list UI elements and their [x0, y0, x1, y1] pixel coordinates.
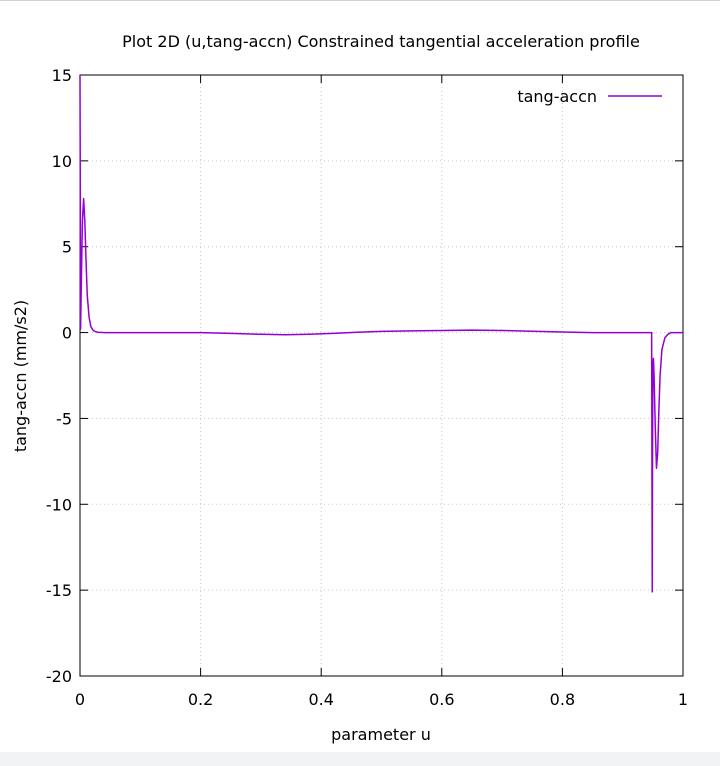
- x-tick-label: 0.6: [429, 690, 454, 709]
- x-tick-label: 0.4: [308, 690, 333, 709]
- series-group: [79, 74, 683, 593]
- x-tick-label: 1: [678, 690, 688, 709]
- plot-border: [79, 74, 684, 677]
- tick-labels: 0 0.2 0.4 0.6 0.8 1 -20 -15 -10 -5 0 5 10 15: [46, 66, 688, 709]
- chart-title: Plot 2D (u,tang-accn) Constrained tangen…: [122, 32, 640, 51]
- x-tick-label: 0: [75, 690, 85, 709]
- y-axis-label: tang-accn (mm/s2): [11, 300, 30, 452]
- y-tick-label: 5: [62, 238, 72, 257]
- legend-label: tang-accn: [517, 87, 597, 106]
- y-tick-label: 15: [52, 66, 72, 85]
- x-tick-label: 0.8: [550, 690, 575, 709]
- y-tick-label: -10: [46, 495, 72, 514]
- y-tick-label: 10: [52, 152, 72, 171]
- bottom-strip: [0, 752, 720, 766]
- series-line-tang-accn: [79, 74, 683, 593]
- y-tick-label: -5: [56, 409, 72, 428]
- legend: tang-accn: [517, 87, 662, 106]
- y-tick-label: -20: [46, 667, 72, 686]
- grid-lines: [80, 75, 683, 676]
- x-axis-label: parameter u: [331, 725, 431, 744]
- x-tick-label: 0.2: [188, 690, 213, 709]
- tick-marks: [79, 74, 684, 677]
- y-tick-label: 0: [62, 324, 72, 343]
- y-tick-label: -15: [46, 581, 72, 600]
